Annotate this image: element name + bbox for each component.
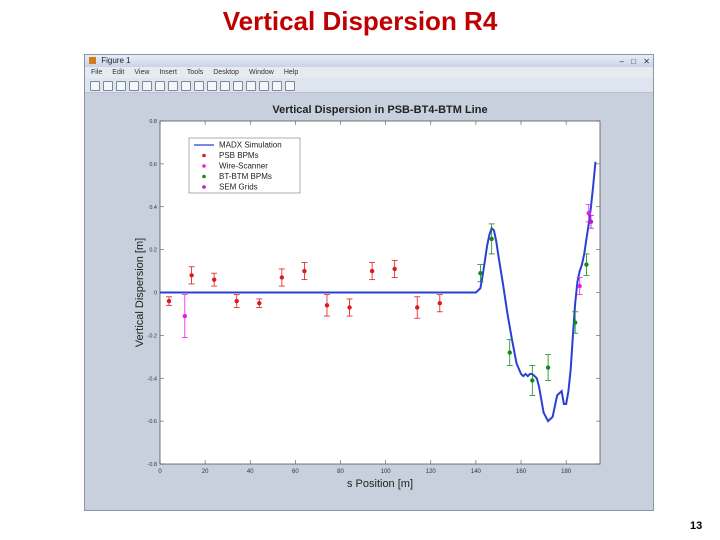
y-tick-label: 0.6 xyxy=(149,162,157,168)
legend-swatch-sem-grids xyxy=(202,185,206,189)
legend-label-bt-btm-bpms: BT-BTM BPMs xyxy=(219,172,272,181)
data-point-wire-scanner xyxy=(182,313,188,319)
data-point-bt-btm-bpms xyxy=(584,262,589,267)
data-point-bt-btm-bpms xyxy=(530,378,535,383)
window-titlebar[interactable]: Figure 1 – □ ✕ xyxy=(85,55,653,67)
minimize-button[interactable]: – xyxy=(619,57,624,66)
data-point-wire-scanner xyxy=(577,283,582,289)
y-tick-label: -0.6 xyxy=(148,419,157,425)
data-point-psb-bpms xyxy=(189,273,194,278)
menu-item-file[interactable]: File xyxy=(91,69,103,76)
toolbar xyxy=(85,78,653,93)
x-tick-label: 120 xyxy=(426,469,437,475)
data-point-psb-bpms xyxy=(166,298,172,304)
pan-icon[interactable] xyxy=(181,81,191,91)
data-point-bt-btm-bpms xyxy=(478,271,483,276)
window-title: Figure 1 xyxy=(101,56,131,65)
open-icon[interactable] xyxy=(103,81,113,91)
zoom-out-icon[interactable] xyxy=(168,81,178,91)
maximize-button[interactable]: □ xyxy=(631,57,637,66)
data-point-psb-bpms xyxy=(415,305,420,310)
rotate-icon[interactable] xyxy=(194,81,204,91)
y-tick-label: -0.2 xyxy=(148,333,157,339)
page-number: 13 xyxy=(690,520,703,532)
legend-icon[interactable] xyxy=(259,81,269,91)
data-point-psb-bpms xyxy=(257,301,262,306)
menu-item-tools[interactable]: Tools xyxy=(186,69,204,76)
figure-window: Figure 1 – □ ✕ File Edit View Insert Tools De… xyxy=(84,54,654,511)
y-tick-label: 0.2 xyxy=(149,248,157,254)
legend-swatch-bt-btm-bpms xyxy=(202,174,206,179)
x-tick-label: 160 xyxy=(516,469,527,475)
x-tick-label: 20 xyxy=(202,469,209,475)
x-axis-label: s Position [m] xyxy=(347,478,413,490)
data-point-bt-btm-bpms xyxy=(545,365,551,370)
close-button[interactable]: ✕ xyxy=(643,57,650,66)
data-point-psb-bpms xyxy=(392,266,397,272)
menu-bar: File Edit View Insert Tools Desktop Window Help xyxy=(85,67,653,78)
data-point-bt-btm-bpms xyxy=(489,236,494,242)
x-tick-label: 0 xyxy=(158,469,162,475)
y-tick-label: 0.4 xyxy=(149,205,157,211)
chart-title: Vertical Dispersion in PSB-BT4-BTM Line xyxy=(272,104,487,116)
x-tick-label: 140 xyxy=(471,469,482,475)
data-point-bt-btm-bpms xyxy=(572,320,578,325)
data-point-sem-grids xyxy=(588,219,594,224)
data-point-psb-bpms xyxy=(324,303,330,308)
window-controls: – □ ✕ xyxy=(615,56,650,68)
legend-label-madx-simulation: MADX Simulation xyxy=(219,141,282,150)
y-tick-label: -0.8 xyxy=(148,462,157,468)
brush-icon[interactable] xyxy=(220,81,230,91)
data-point-psb-bpms xyxy=(279,275,285,280)
save-icon[interactable] xyxy=(116,81,126,91)
x-tick-label: 60 xyxy=(292,469,299,475)
x-tick-label: 40 xyxy=(247,469,254,475)
y-tick-label: -0.4 xyxy=(148,376,157,382)
x-tick-label: 180 xyxy=(561,469,572,475)
menu-item-insert[interactable]: Insert xyxy=(159,69,177,76)
show-tools-icon[interactable] xyxy=(285,81,295,91)
legend-box xyxy=(188,137,301,194)
plot-area: Vertical Dispersion in PSB-BT4-BTM Line 0… xyxy=(85,93,653,510)
data-point-psb-bpms xyxy=(211,277,217,282)
menu-item-edit[interactable]: Edit xyxy=(112,69,125,76)
print-icon[interactable] xyxy=(129,81,139,91)
legend-label-psb-bpms: PSB BPMs xyxy=(219,151,259,160)
data-point-psb-bpms xyxy=(437,301,442,306)
zoom-in-icon[interactable] xyxy=(155,81,165,91)
slide-title: Vertical Dispersion R4 xyxy=(222,6,498,36)
hide-tools-icon[interactable] xyxy=(272,81,282,91)
matlab-icon xyxy=(89,57,96,65)
legend-label-sem-grids: SEM Grids xyxy=(219,183,258,192)
data-point-bt-btm-bpms xyxy=(507,350,512,355)
new-icon[interactable] xyxy=(90,81,100,91)
link-icon[interactable] xyxy=(233,81,243,91)
pointer-icon[interactable] xyxy=(142,81,152,91)
data-point-psb-bpms xyxy=(302,268,307,274)
y-tick-label: 0 xyxy=(154,291,157,297)
y-tick-label: 0.8 xyxy=(149,119,157,125)
menu-item-window[interactable]: Window xyxy=(248,69,274,76)
data-point-psb-bpms xyxy=(369,268,375,274)
menu-item-help[interactable]: Help xyxy=(283,69,299,76)
data-point-psb-bpms xyxy=(347,305,352,310)
legend-swatch-wire-scanner xyxy=(202,164,206,168)
series-line-madx-simulation xyxy=(160,161,597,423)
x-tick-label: 100 xyxy=(381,469,392,475)
colorbar-icon[interactable] xyxy=(246,81,256,91)
series-layer xyxy=(160,161,597,423)
data-cursor-icon[interactable] xyxy=(207,81,217,91)
menu-item-view[interactable]: View xyxy=(134,69,150,76)
menu-item-desktop[interactable]: Desktop xyxy=(213,69,239,76)
y-axis-label: Vertical Dispersion [m] xyxy=(134,238,146,347)
data-point-psb-bpms xyxy=(234,298,239,304)
data-point-wire-scanner xyxy=(586,210,591,216)
x-tick-label: 80 xyxy=(337,469,344,475)
legend-swatch-psb-bpms xyxy=(202,153,206,158)
legend-label-wire-scanner: Wire-Scanner xyxy=(219,162,268,171)
